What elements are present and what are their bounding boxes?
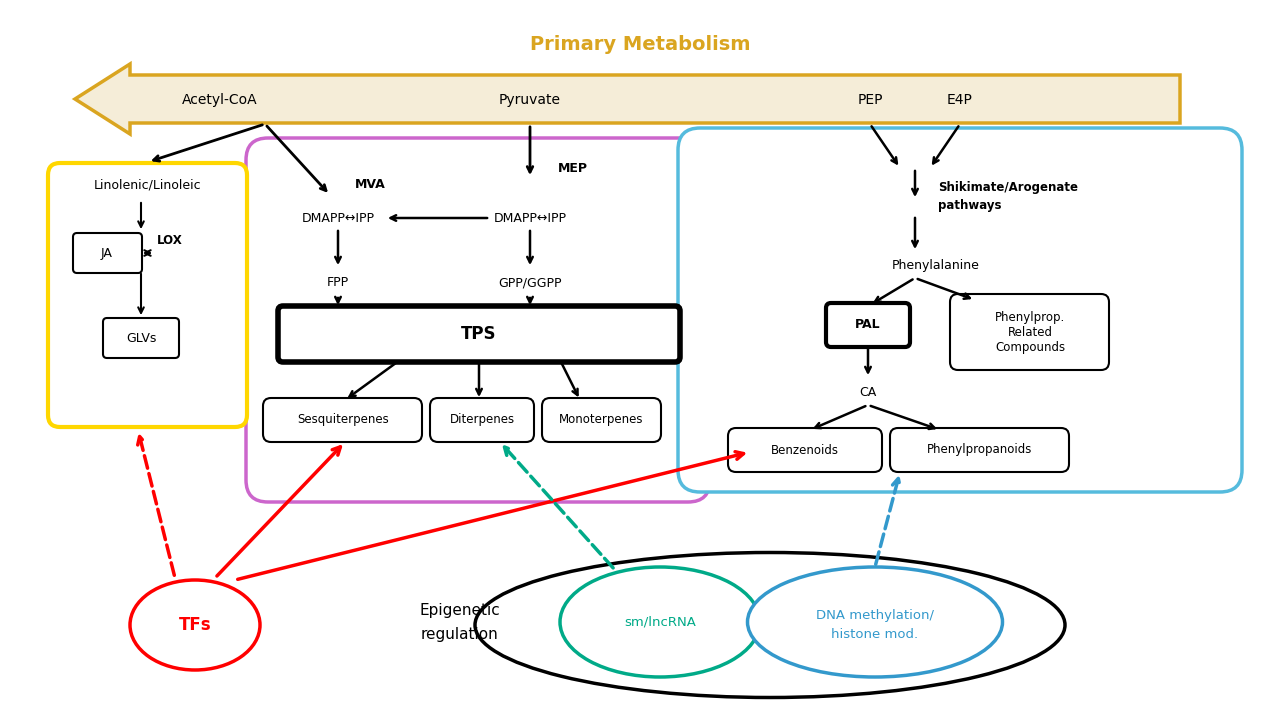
Text: Sesquiterpenes: Sesquiterpenes (297, 413, 389, 426)
FancyBboxPatch shape (890, 428, 1069, 472)
Ellipse shape (748, 567, 1002, 677)
FancyBboxPatch shape (246, 138, 710, 502)
Text: Phenylpropanoids: Phenylpropanoids (927, 444, 1033, 456)
Text: Primary Metabolism: Primary Metabolism (530, 35, 750, 55)
Text: histone mod.: histone mod. (832, 629, 919, 642)
FancyBboxPatch shape (278, 306, 680, 362)
Text: DMAPP↔IPP: DMAPP↔IPP (494, 212, 567, 225)
FancyBboxPatch shape (262, 398, 422, 442)
Text: MVA: MVA (355, 179, 385, 192)
Text: Diterpenes: Diterpenes (449, 413, 515, 426)
Text: Phenylprop.: Phenylprop. (995, 312, 1065, 325)
Text: sm/lncRNA: sm/lncRNA (625, 616, 696, 629)
FancyArrow shape (76, 64, 1180, 134)
FancyBboxPatch shape (73, 233, 142, 273)
FancyBboxPatch shape (541, 398, 660, 442)
Text: Phenylalanine: Phenylalanine (892, 258, 980, 271)
Ellipse shape (475, 552, 1065, 698)
Text: TFs: TFs (179, 616, 211, 634)
Text: FPP: FPP (326, 276, 349, 289)
Text: CA: CA (859, 385, 877, 398)
Text: Pyruvate: Pyruvate (499, 93, 561, 107)
FancyBboxPatch shape (102, 318, 179, 358)
Ellipse shape (561, 567, 760, 677)
Text: DNA methylation/: DNA methylation/ (817, 608, 934, 621)
Text: Related: Related (1007, 326, 1052, 340)
Text: GPP/GGPP: GPP/GGPP (498, 276, 562, 289)
Ellipse shape (131, 580, 260, 670)
Text: MEP: MEP (558, 161, 588, 174)
Text: Shikimate/Arogenate: Shikimate/Arogenate (938, 181, 1078, 194)
Text: PEP: PEP (858, 93, 883, 107)
FancyBboxPatch shape (728, 428, 882, 472)
Text: Acetyl-CoA: Acetyl-CoA (182, 93, 257, 107)
Text: Monoterpenes: Monoterpenes (559, 413, 644, 426)
Text: Compounds: Compounds (995, 341, 1065, 354)
FancyBboxPatch shape (950, 294, 1108, 370)
FancyBboxPatch shape (430, 398, 534, 442)
Text: PAL: PAL (855, 318, 881, 331)
FancyBboxPatch shape (678, 128, 1242, 492)
FancyBboxPatch shape (49, 163, 247, 427)
Text: Epigenetic: Epigenetic (420, 603, 500, 618)
Text: LOX: LOX (157, 233, 183, 246)
Text: regulation: regulation (421, 628, 499, 642)
Text: pathways: pathways (938, 199, 1001, 212)
Text: GLVs: GLVs (125, 331, 156, 344)
Text: Benzenoids: Benzenoids (771, 444, 838, 456)
Text: E4P: E4P (947, 93, 973, 107)
FancyBboxPatch shape (826, 303, 910, 347)
Text: TPS: TPS (461, 325, 497, 343)
Text: Linolenic/Linoleic: Linolenic/Linoleic (95, 179, 202, 192)
Text: DMAPP↔IPP: DMAPP↔IPP (302, 212, 375, 225)
Text: JA: JA (101, 246, 113, 259)
